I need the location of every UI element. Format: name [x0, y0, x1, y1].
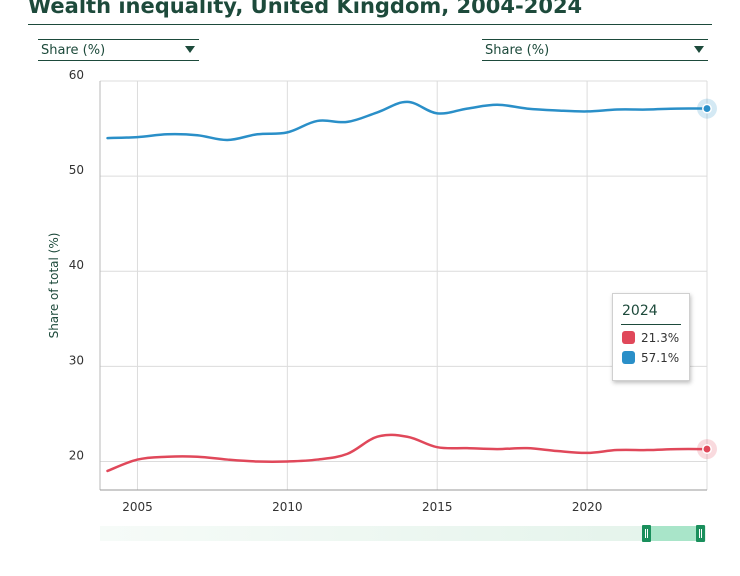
tooltip-divider — [621, 324, 681, 325]
chart-series — [106, 100, 709, 473]
right-dropdown-value: Share (%) — [485, 43, 550, 58]
data-tooltip: 2024 21.3% 57.1% — [612, 293, 690, 381]
range-handle-left[interactable] — [642, 525, 651, 542]
chart-markers — [697, 98, 717, 460]
tooltip-row-bottom: 21.3% — [622, 331, 679, 345]
range-selection[interactable] — [642, 526, 704, 541]
series-line-1 — [106, 433, 709, 473]
title-divider — [28, 24, 712, 25]
chart-title: Wealth inequality, United Kingdom, 2004-… — [28, 0, 583, 18]
tooltip-swatch-top — [622, 351, 635, 364]
tooltip-value-top: 57.1% — [641, 351, 680, 365]
tooltip-year: 2024 — [622, 303, 658, 319]
series-marker-0 — [702, 103, 712, 114]
x-tick-label-2015: 2015 — [422, 500, 453, 514]
left-dropdown-value: Share (%) — [41, 43, 106, 58]
chart-labels: 20 30 40 50 60 2005 2010 2015 2020 Share of total… — [47, 68, 602, 514]
left-axis-measure-dropdown[interactable]: Share (%) — [38, 39, 199, 61]
series-line-0 — [106, 100, 709, 142]
tooltip-row-top: 57.1% — [622, 351, 679, 365]
chart-grid — [100, 80, 707, 490]
range-scrollbar[interactable] — [100, 525, 706, 542]
series-marker-1 — [702, 444, 712, 455]
y-tick-label-20: 20 — [69, 448, 84, 462]
range-handle-right[interactable] — [696, 525, 705, 542]
x-tick-label-2020: 2020 — [572, 500, 603, 514]
chart-axes — [99, 80, 708, 491]
y-tick-label-40: 40 — [69, 258, 84, 272]
x-tick-label-2005: 2005 — [122, 500, 153, 514]
y-tick-label-30: 30 — [69, 353, 84, 367]
chevron-down-icon — [694, 46, 704, 53]
y-axis-label: Share of total (%) — [47, 233, 61, 339]
chevron-down-icon — [185, 46, 195, 53]
tooltip-value-bottom: 21.3% — [641, 331, 680, 345]
tooltip-swatch-bottom — [622, 331, 635, 344]
right-axis-measure-dropdown[interactable]: Share (%) — [482, 39, 708, 61]
y-tick-label-60: 60 — [69, 68, 84, 82]
y-tick-label-50: 50 — [69, 163, 84, 177]
x-tick-label-2010: 2010 — [272, 500, 303, 514]
